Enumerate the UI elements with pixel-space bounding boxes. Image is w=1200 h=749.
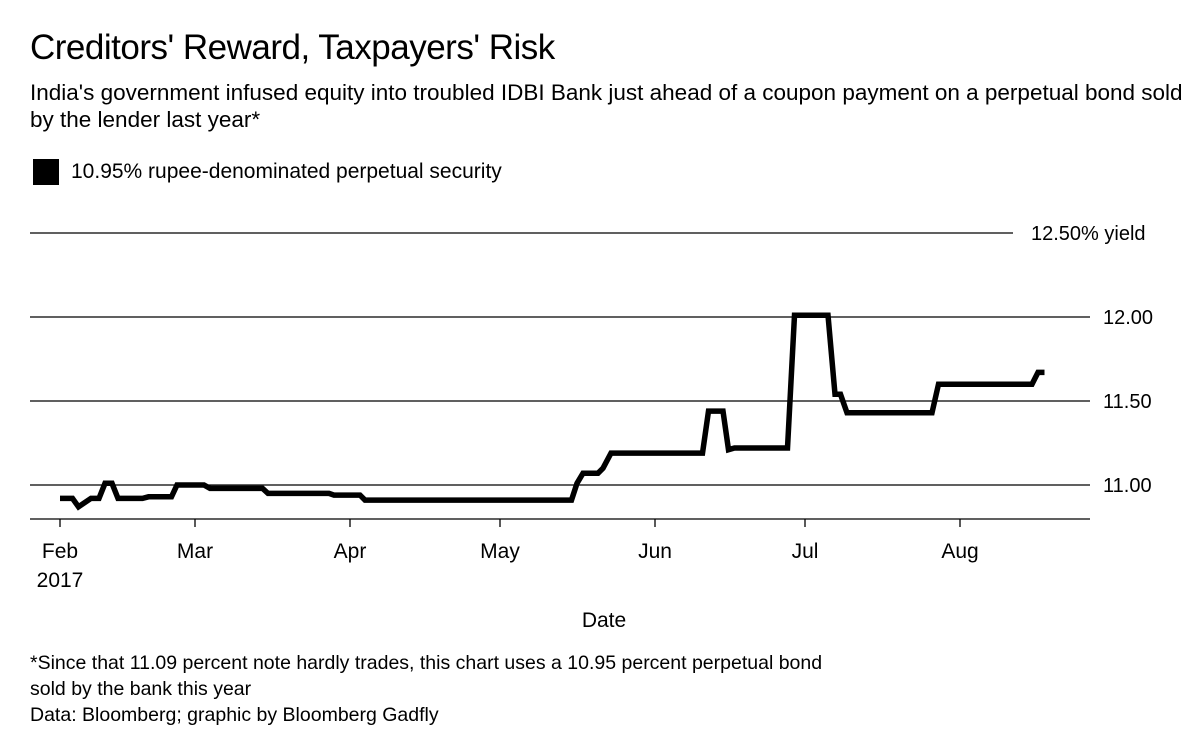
- legend-swatch: [33, 159, 59, 185]
- footnote-line-2: sold by the bank this year: [30, 678, 252, 700]
- y-tick-label: 11.50: [1103, 391, 1152, 413]
- chart-title: Creditors' Reward, Taxpayers' Risk: [30, 28, 555, 67]
- gridlines: [30, 232, 1090, 486]
- footnote-line-1: *Since that 11.09 percent note hardly tr…: [30, 652, 823, 674]
- x-axis-label: Date: [582, 609, 626, 632]
- y-tick-label: 12.00: [1103, 307, 1153, 329]
- source-note: Data: Bloomberg; graphic by Bloomberg Ga…: [30, 704, 439, 726]
- series-layer: [60, 312, 1045, 511]
- x-tick-sublabel: 2017: [37, 569, 84, 592]
- x-axis-ticks: Feb 2017 Mar Apr May Jun Jul Aug: [37, 519, 979, 592]
- x-tick-label: Feb: [42, 540, 78, 563]
- series-line: [60, 312, 1045, 511]
- x-tick-label: Jul: [792, 540, 819, 563]
- x-tick-label: Mar: [177, 540, 213, 563]
- x-tick-label: Jun: [638, 540, 672, 563]
- x-tick-label: Apr: [334, 540, 367, 563]
- chart-subtitle: India's government infused equity into t…: [30, 80, 1183, 132]
- y-tick-label: 12.50% yield: [1031, 223, 1146, 245]
- x-tick-label: May: [480, 540, 520, 563]
- legend-label: 10.95% rupee-denominated perpetual secur…: [71, 160, 502, 183]
- legend: 10.95% rupee-denominated perpetual secur…: [33, 159, 502, 185]
- x-tick-label: Aug: [941, 540, 978, 563]
- y-tick-label: 11.00: [1103, 475, 1152, 497]
- footer: *Since that 11.09 percent note hardly tr…: [30, 650, 822, 728]
- y-axis-tick-labels: 12.50% yield 12.00 11.50 11.00: [1031, 223, 1153, 497]
